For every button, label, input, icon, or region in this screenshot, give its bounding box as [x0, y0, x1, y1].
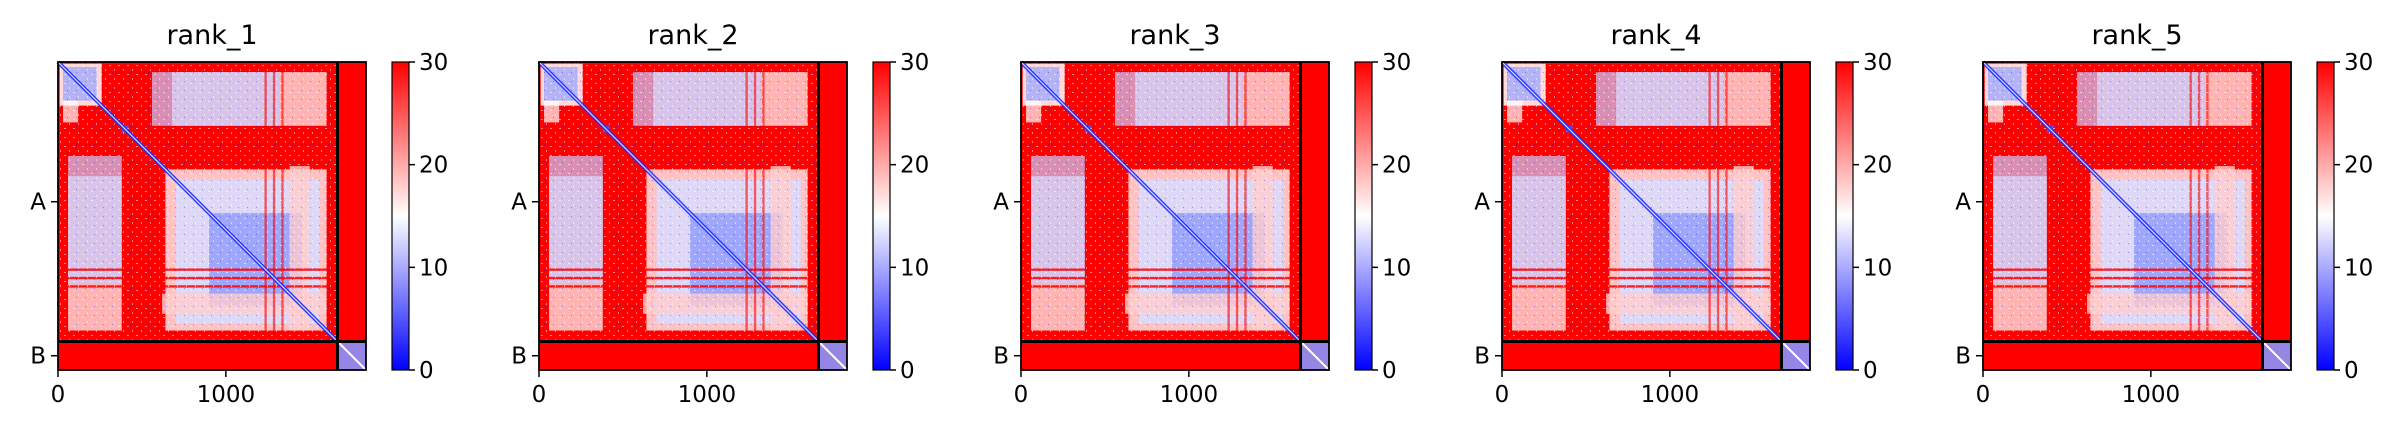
heatmap-diagonal-core [1501, 61, 1782, 342]
y-tick-label: A [993, 190, 1009, 216]
x-tick-label: 0 [51, 382, 66, 408]
x-tick-label: 1000 [1641, 382, 1700, 408]
y-tick-label: B [1474, 344, 1490, 370]
chain-b-diagonal [1299, 340, 1330, 371]
colorbar-gradient [2316, 61, 2335, 371]
colorbar: 0 10 20 30 [391, 50, 448, 384]
colorbar-tick-label: 20 [419, 153, 448, 179]
x-tick-label: 0 [1014, 382, 1029, 408]
y-tick-label: A [30, 190, 46, 216]
colorbar: 0 10 20 30 [872, 50, 929, 384]
colorbar-tick-label: 30 [900, 50, 929, 76]
colorbar-tick-label: 0 [419, 358, 434, 384]
colorbar: 0 10 20 30 [1354, 50, 1411, 384]
colorbar-tick-label: 10 [2344, 255, 2373, 281]
panel-title: rank_3 [1129, 20, 1220, 51]
colorbar-tick-label: 0 [900, 358, 915, 384]
colorbar-tick-label: 0 [1863, 358, 1878, 384]
axes-frame [1501, 61, 1811, 371]
chain-b-diagonal [1780, 340, 1811, 371]
colorbar-tick-label: 30 [419, 50, 448, 76]
colorbar-tick-label: 0 [2344, 358, 2359, 384]
heatmap [537, 60, 848, 371]
x-tick-label: 1000 [197, 382, 256, 408]
x-tick-label: 1000 [2122, 382, 2181, 408]
panel-title: rank_4 [1610, 20, 1701, 51]
axes-frame [57, 61, 367, 371]
colorbar-tick-label: 10 [900, 255, 929, 281]
heatmap-diagonal-core [538, 61, 819, 342]
axes-frame [538, 61, 848, 371]
chain-b-diagonal [2261, 340, 2292, 371]
heatmap-diagonal-core [1020, 61, 1301, 342]
panel-title: rank_5 [2091, 20, 2182, 51]
colorbar-gradient [1835, 61, 1854, 371]
colorbar-tick-label: 20 [1863, 153, 1892, 179]
colorbar-gradient [391, 61, 410, 371]
colorbar-gradient [872, 61, 891, 371]
x-tick-label: 1000 [1160, 382, 1219, 408]
colorbar: 0 10 20 30 [1835, 50, 1892, 384]
colorbar: 0 10 20 30 [2316, 50, 2373, 384]
colorbar-tick-label: 0 [1382, 358, 1397, 384]
colorbar-tick-label: 20 [900, 153, 929, 179]
x-tick-label: 1000 [678, 382, 737, 408]
colorbar-tick-label: 20 [1382, 153, 1411, 179]
y-tick-label: A [1474, 190, 1490, 216]
y-tick-label: B [1955, 344, 1971, 370]
y-tick-label: B [511, 344, 527, 370]
y-tick-label: B [30, 344, 46, 370]
colorbar-tick-label: 10 [419, 255, 448, 281]
colorbar-tick-label: 30 [1382, 50, 1411, 76]
heatmap [1500, 60, 1811, 371]
colorbar-tick-label: 10 [1382, 255, 1411, 281]
axes-frame [1982, 61, 2292, 371]
x-tick-label: 0 [1495, 382, 1510, 408]
chain-b-diagonal [817, 340, 848, 371]
x-tick-label: 0 [1976, 382, 1991, 408]
heatmap-diagonal-core [1982, 61, 2263, 342]
y-tick-label: A [1955, 190, 1971, 216]
colorbar-tick-label: 10 [1863, 255, 1892, 281]
y-tick-label: B [993, 344, 1009, 370]
heatmap [1981, 60, 2292, 371]
x-tick-label: 0 [532, 382, 547, 408]
heatmap-diagonal-core [57, 61, 338, 342]
axes-frame [1020, 61, 1330, 371]
heatmap [1019, 60, 1330, 371]
heatmap [56, 60, 367, 371]
colorbar-tick-label: 30 [2344, 50, 2373, 76]
colorbar-tick-label: 30 [1863, 50, 1892, 76]
chain-b-diagonal [336, 340, 367, 371]
panel-title: rank_2 [647, 20, 738, 51]
y-tick-label: A [511, 190, 527, 216]
colorbar-tick-label: 20 [2344, 153, 2373, 179]
panel-title: rank_1 [166, 20, 257, 51]
colorbar-gradient [1354, 61, 1373, 371]
